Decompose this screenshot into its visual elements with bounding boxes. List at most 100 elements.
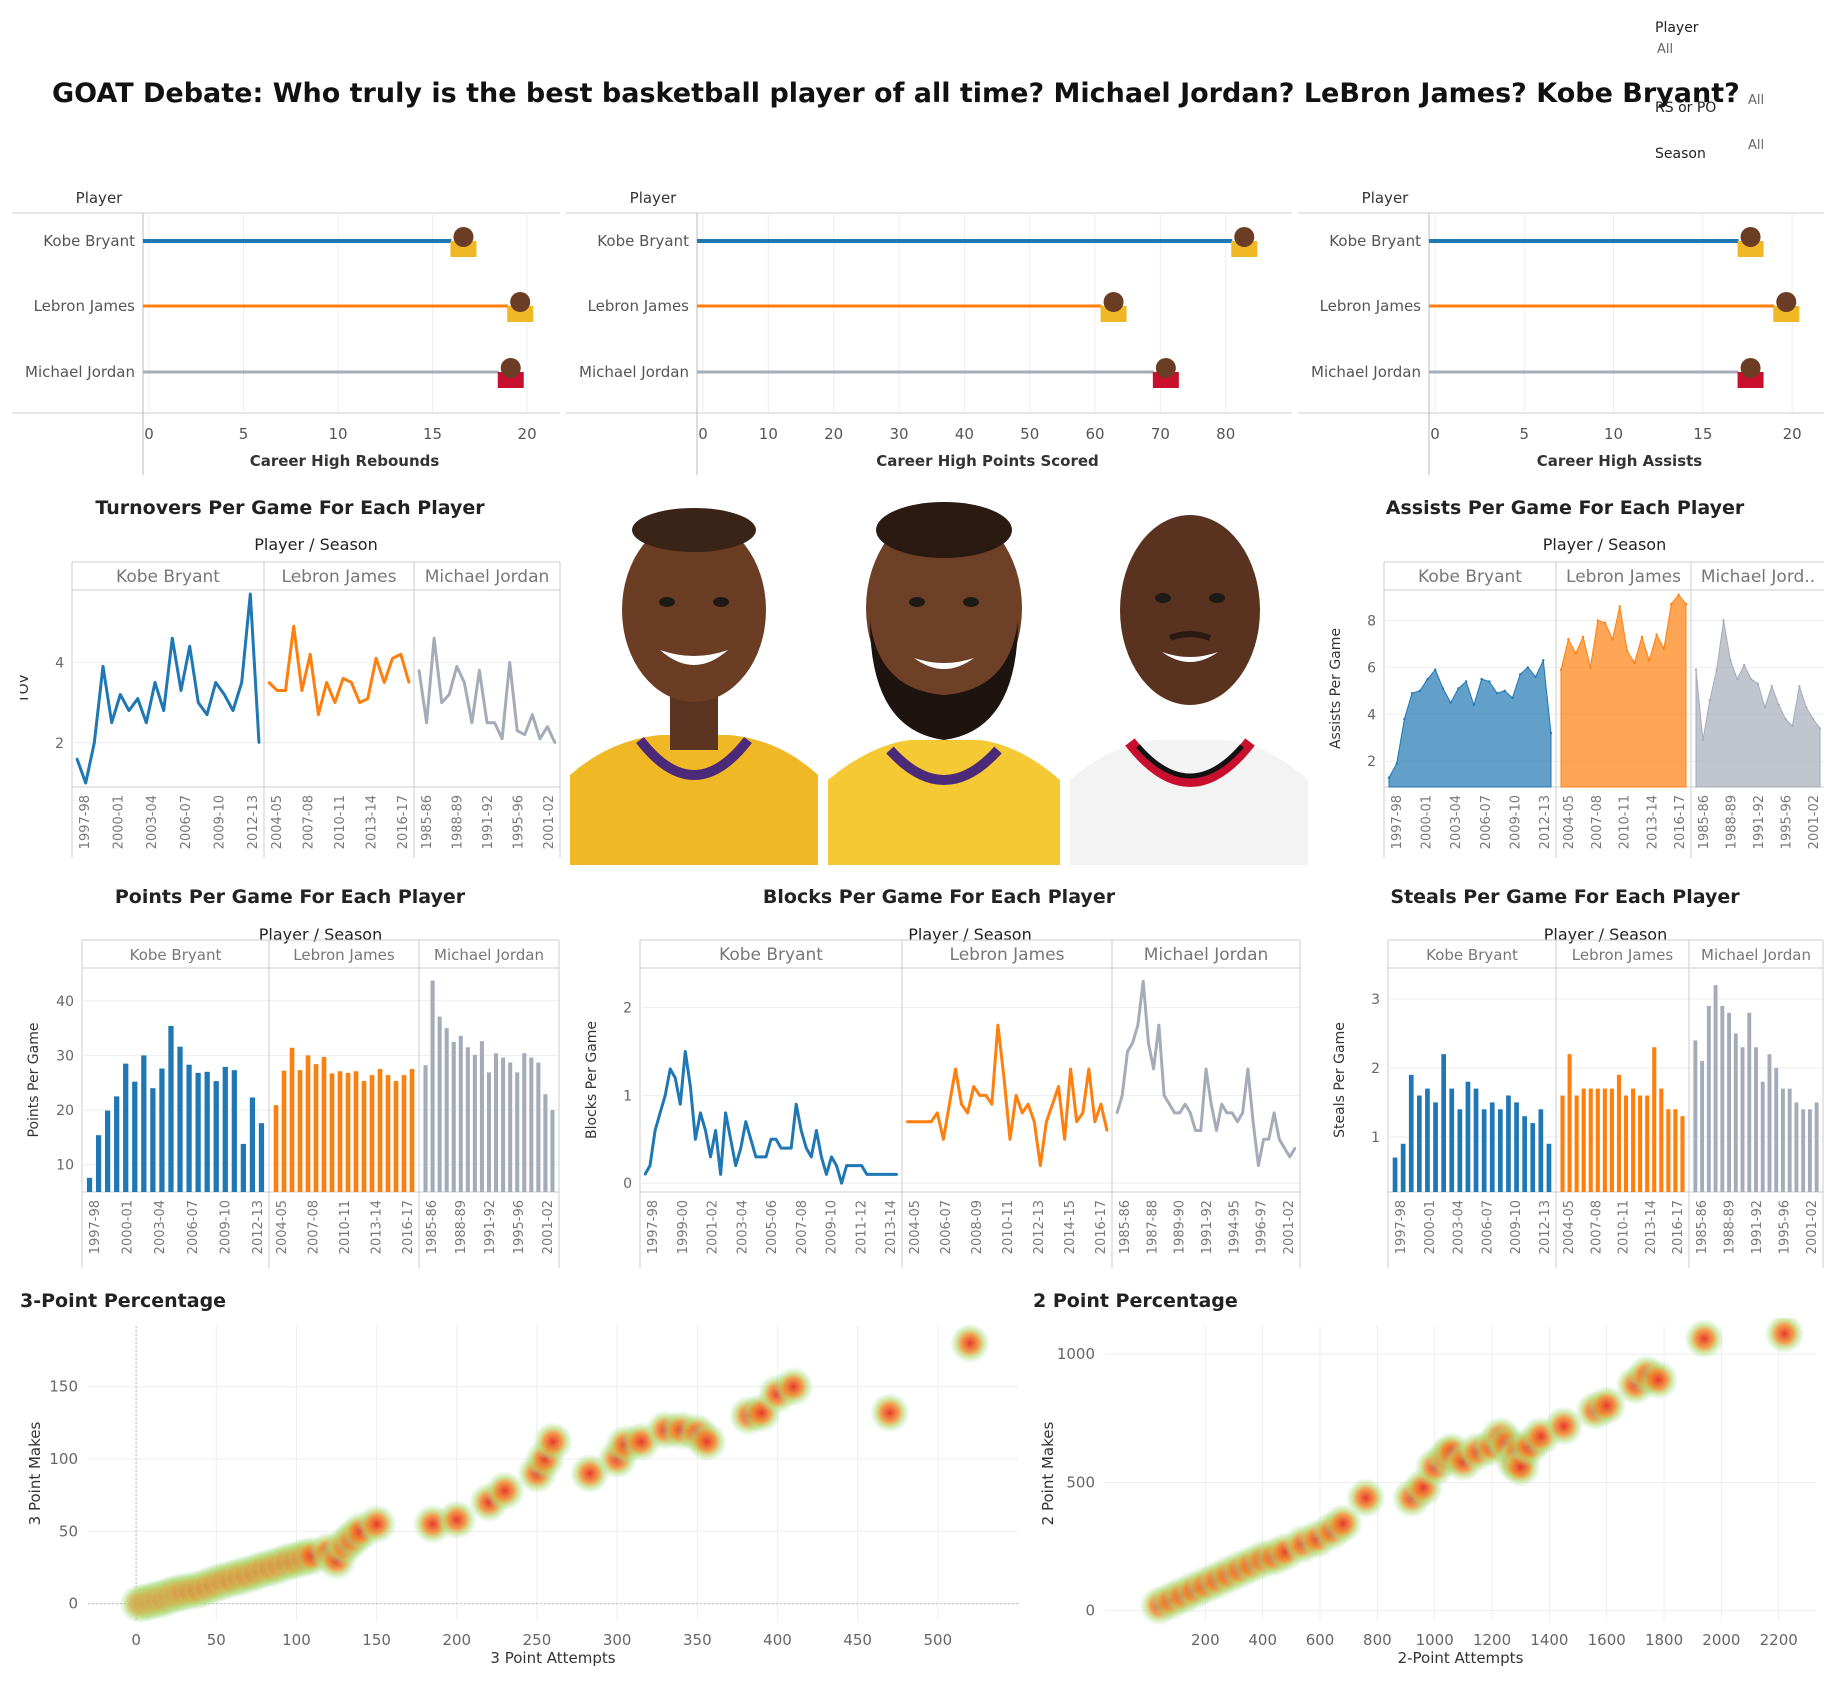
ast-lebron-james-point — [1684, 602, 1688, 606]
lebron-avatar-icon — [507, 292, 534, 322]
stl-michael-jordan-bar — [1780, 1088, 1785, 1192]
ast-kobe-bryant-area — [1388, 658, 1552, 788]
stl-michael-jordan-bar — [1706, 1005, 1711, 1192]
pts-michael-jordan-bar — [501, 1057, 506, 1192]
season-filter-value[interactable]: All — [1748, 138, 1765, 153]
three-density-mark — [869, 1392, 910, 1433]
lebron-avatar-icon — [1100, 292, 1127, 322]
ast-michael-jord-point — [1811, 717, 1815, 721]
pts-michael-jordan-bar — [529, 1057, 534, 1192]
blk-lebron-james-point — [905, 1120, 909, 1123]
player-filter-value[interactable]: All — [1657, 42, 1674, 57]
tov-michael-jordan-x-tick: 1995-96 — [512, 795, 527, 849]
stl-michael-jordan-bar — [1713, 985, 1718, 1192]
blk-lebron-james-point — [1081, 1111, 1084, 1115]
career-high-points-scored-row-header: Player — [630, 189, 678, 207]
blk-michael-jordan-x-tick: 1989-90 — [1173, 1200, 1188, 1254]
stl-lebron-james-bar — [1602, 1088, 1607, 1192]
blk-michael-jordan-x-tick: 1985-86 — [1118, 1200, 1133, 1254]
three-x-tick-250: 250 — [523, 1631, 552, 1649]
three-density-mark — [356, 1504, 397, 1545]
ast-lebron-james-x-tick: 2007-08 — [1590, 795, 1605, 849]
three-density-mark — [773, 1366, 814, 1407]
tov-kobe-bryant-x-tick: 2003-04 — [145, 795, 160, 849]
stl-kobe-bryant-x-tick: 2000-01 — [1423, 1200, 1438, 1254]
ast-michael-jord-point — [1729, 659, 1732, 662]
stl-kobe-bryant-bar — [1514, 1102, 1519, 1192]
blk-michael-jordan-point — [1251, 1120, 1255, 1123]
blk-kobe-bryant-point — [845, 1164, 848, 1167]
ast-y-tick-2: 2 — [1367, 754, 1376, 770]
tov-michael-jordan-point — [417, 669, 421, 672]
blk-lebron-james-x-tick: 2014-15 — [1063, 1200, 1078, 1254]
tov-michael-jordan-point — [455, 665, 458, 668]
ast-y-tick-4: 4 — [1367, 707, 1376, 723]
blk-kobe-bryant-point — [699, 1111, 702, 1115]
two-x-tick-1600: 1600 — [1588, 1631, 1626, 1649]
tov-michael-jordan-x-tick: 2001-02 — [542, 795, 557, 849]
stl-kobe-bryant-panel-label: Kobe Bryant — [1426, 946, 1518, 964]
blk-michael-jordan-x-tick: 1994-95 — [1227, 1200, 1242, 1254]
dashboard-title: GOAT Debate: Who truly is the best baske… — [52, 78, 1740, 109]
blk-michael-jordan-point — [1168, 1102, 1171, 1106]
avatar-head — [1740, 227, 1761, 247]
blk-kobe-bryant-x-tick: 1999-00 — [676, 1200, 691, 1254]
ast-kobe-bryant-point — [1472, 703, 1476, 707]
career-high-rebounds-label-michael-jordan: Michael Jordan — [25, 363, 135, 381]
avatar-head — [1740, 358, 1761, 378]
blk-michael-jordan-point — [1262, 1138, 1265, 1141]
avatar-head — [1234, 227, 1255, 247]
turnovers-chart-title: Turnovers Per Game For Each Player — [95, 497, 485, 519]
steals-per-game-chart: Player / Season Steals Per Game 1 2 3 Kobe Br… — [1332, 925, 1824, 1268]
tov-lebron-james-point — [333, 701, 337, 704]
tov-michael-jordan-line — [417, 636, 557, 744]
blk-kobe-bryant-point — [674, 1076, 677, 1080]
avatar-head — [1103, 292, 1124, 312]
tov-lebron-james-line — [267, 624, 411, 717]
stl-lebron-james-panel-label: Lebron James — [1572, 946, 1674, 964]
blk-kobe-bryant-point — [865, 1173, 868, 1176]
two-density-mark — [1586, 1385, 1627, 1426]
pts-y-tick-30: 30 — [56, 1048, 74, 1064]
rs-po-filter-value[interactable]: All — [1748, 93, 1765, 108]
tov-kobe-bryant-point — [179, 689, 183, 692]
pts-kobe-bryant-x-tick: 2012-13 — [251, 1200, 266, 1254]
blk-y-axis-label: Blocks Per Game — [584, 1021, 600, 1139]
two-x-tick-400: 400 — [1248, 1631, 1277, 1649]
ast-kobe-bryant-point — [1395, 762, 1398, 765]
career-high-points-scored-tick-0: 0 — [698, 425, 708, 443]
tov-michael-jordan-x-tick: 1985-86 — [420, 795, 435, 849]
tov-michael-jordan-x-tick: 1991-92 — [481, 795, 496, 849]
blk-kobe-bryant-point — [840, 1182, 843, 1185]
tov-lebron-james-point — [267, 681, 271, 684]
blk-header: Player / Season — [908, 925, 1031, 944]
three-y-tick-100: 100 — [49, 1450, 78, 1468]
avatar-jersey — [1231, 241, 1258, 257]
blk-kobe-bryant-point — [729, 1138, 732, 1141]
blk-lebron-james-point — [1069, 1067, 1072, 1071]
ast-lebron-james-point — [1589, 666, 1592, 669]
pts-y-tick-40: 40 — [56, 994, 74, 1010]
ast-michael-jord-point — [1694, 668, 1698, 671]
stl-kobe-bryant-bar — [1433, 1102, 1438, 1192]
ast-michael-jord-point — [1805, 706, 1808, 709]
ast-kobe-bryant-point — [1457, 687, 1460, 690]
two-x-tick-2000: 2000 — [1702, 1631, 1740, 1649]
pts-kobe-bryant-bar — [249, 1097, 256, 1192]
ast-kobe-bryant-point — [1387, 776, 1391, 779]
avatar-jersey — [497, 372, 524, 388]
career-high-assists-tick-5: 5 — [1520, 425, 1530, 443]
blk-kobe-bryant-point — [830, 1155, 833, 1159]
blk-kobe-bryant-point — [679, 1102, 682, 1106]
blk-kobe-bryant-point — [870, 1173, 873, 1176]
stl-michael-jordan-bar — [1720, 1005, 1725, 1192]
blk-kobe-bryant-point — [663, 1094, 667, 1097]
blk-lebron-james-point — [923, 1120, 927, 1123]
ast-michael-jord-x-tick: 1991-92 — [1752, 795, 1767, 849]
tov-michael-jordan-panel-label: Michael Jordan — [425, 567, 550, 587]
blk-lebron-james-point — [1045, 1120, 1048, 1123]
player-photos — [570, 490, 1308, 865]
blk-kobe-bryant-x-tick: 2001-02 — [706, 1200, 721, 1254]
ast-lebron-james-point — [1567, 638, 1570, 641]
stl-y-tick-2: 2 — [1371, 1061, 1380, 1077]
